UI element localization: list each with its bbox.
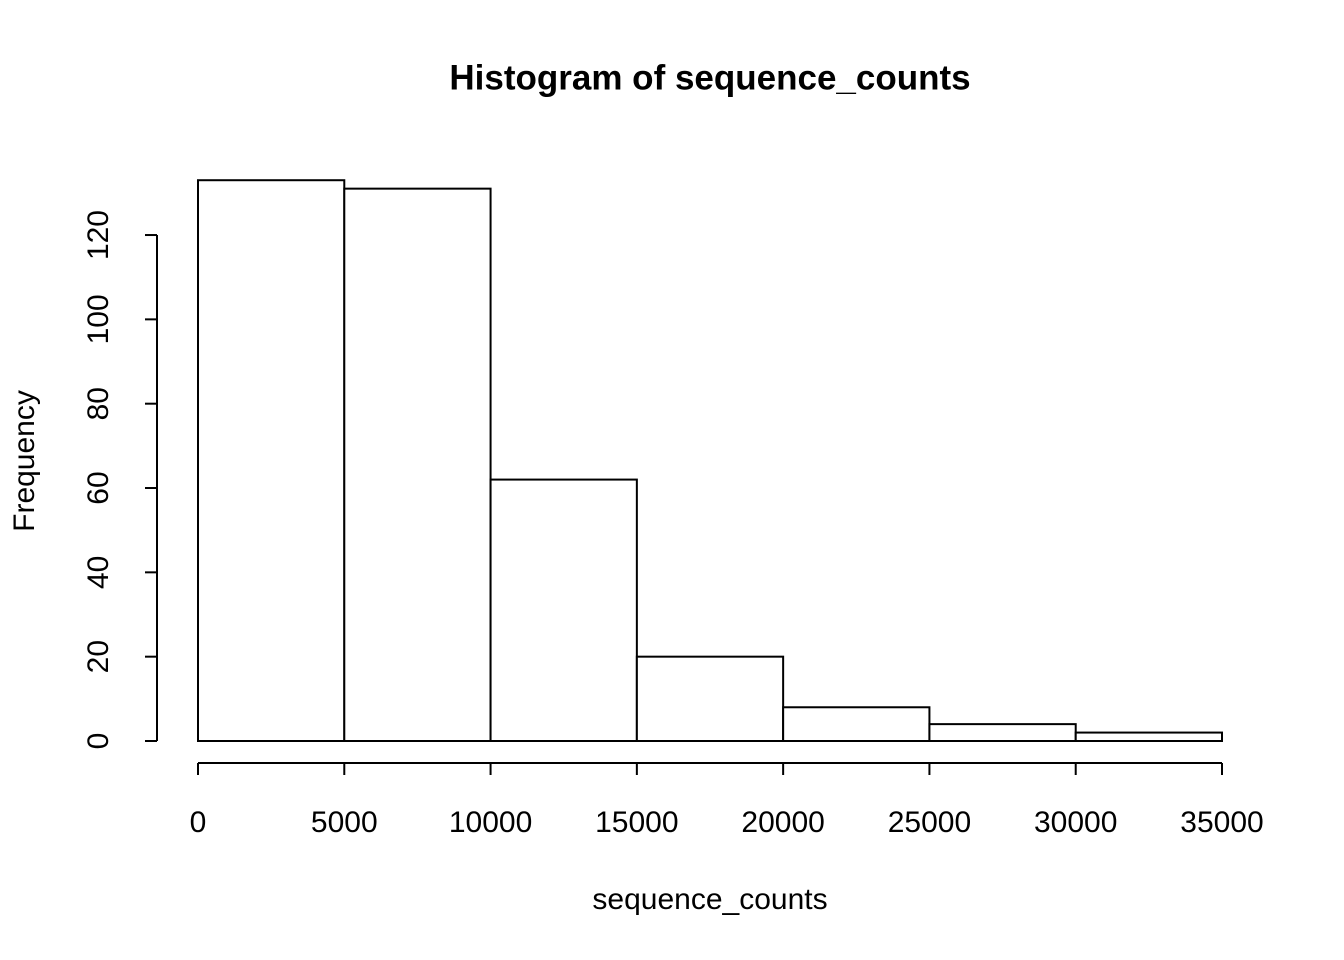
y-tick-label: 60: [82, 471, 115, 504]
y-tick-label: 80: [82, 387, 115, 420]
x-tick-label: 30000: [1034, 806, 1117, 839]
x-tick-label: 0: [190, 806, 207, 839]
y-tick-label: 20: [82, 640, 115, 673]
bar: [928, 723, 1077, 742]
chart-title: Histogram of sequence_counts: [449, 58, 970, 97]
x-tick-label: 25000: [888, 806, 971, 839]
x-tick-label: 35000: [1180, 806, 1263, 839]
y-axis-label: Frequency: [8, 390, 41, 532]
bar: [782, 706, 931, 742]
x-tick-label: 20000: [741, 806, 824, 839]
y-tick-label: 120: [82, 210, 115, 260]
y-tick-label: 0: [82, 733, 115, 750]
bar: [343, 187, 492, 743]
bar: [1074, 731, 1223, 742]
x-tick-label: 10000: [449, 806, 532, 839]
bar: [197, 179, 346, 742]
y-tick-label: 40: [82, 556, 115, 589]
x-tick-label: 15000: [595, 806, 678, 839]
bar: [489, 478, 638, 742]
y-tick-label: 100: [82, 294, 115, 344]
x-axis-label: sequence_counts: [592, 883, 827, 916]
x-tick-label: 5000: [311, 806, 378, 839]
bar: [635, 655, 785, 743]
